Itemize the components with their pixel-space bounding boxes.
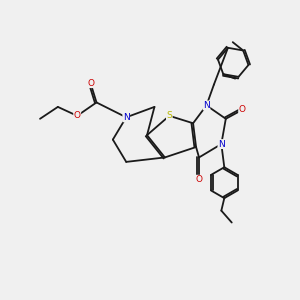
Text: O: O	[238, 105, 246, 114]
Text: O: O	[87, 79, 94, 88]
Text: O: O	[74, 111, 81, 120]
Text: S: S	[167, 111, 172, 120]
Text: N: N	[123, 113, 130, 122]
Text: N: N	[218, 140, 225, 148]
Text: N: N	[203, 101, 210, 110]
Text: O: O	[196, 175, 202, 184]
